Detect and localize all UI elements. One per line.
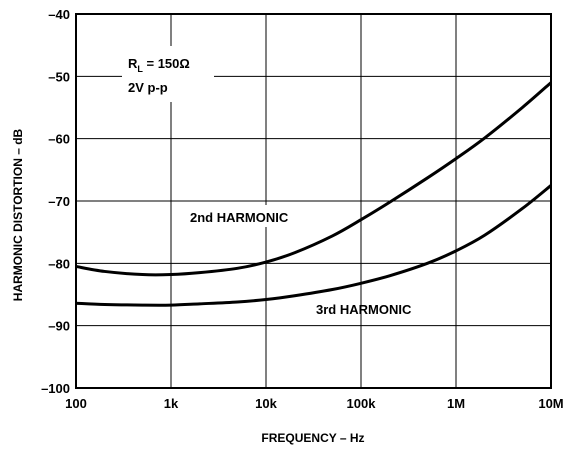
y-axis-label: HARMONIC DISTORTION – dB [11, 128, 25, 301]
x-tick-label: 1k [164, 396, 179, 411]
y-tick-label: –40 [48, 7, 70, 22]
y-tick-label: –80 [48, 256, 70, 271]
y-tick-label: –70 [48, 194, 70, 209]
series-line-2nd-harmonic [75, 81, 552, 277]
x-tick-label: 100k [347, 396, 377, 411]
x-axis-label: FREQUENCY – Hz [261, 431, 364, 445]
y-tick-label: –60 [48, 132, 70, 147]
series-line-3rd-harmonic [75, 184, 552, 307]
x-tick-label: 100 [65, 396, 87, 411]
y-tick-label: –90 [48, 319, 70, 334]
signal-level-annotation: 2V p-p [128, 80, 168, 95]
series-label-3rd-harmonic: 3rd HARMONIC [316, 302, 412, 317]
series-label-2nd-harmonic: 2nd HARMONIC [190, 210, 289, 225]
x-tick-label: 10k [255, 396, 277, 411]
x-tick-labels: 100 1k 10k 100k 1M 10M [65, 396, 564, 411]
y-tick-label: –100 [41, 381, 70, 396]
second-harmonic-label-background [183, 205, 315, 227]
y-tick-label: –50 [48, 69, 70, 84]
series-lines [75, 81, 552, 307]
x-tick-label: 10M [538, 396, 563, 411]
y-tick-labels: –40 –50 –60 –70 –80 –90 –100 [41, 7, 70, 396]
load-resistance-annotation: RL = 150Ω [128, 56, 190, 74]
plot-frame [75, 13, 552, 389]
x-tick-label: 1M [447, 396, 465, 411]
conditions-box-background [122, 46, 214, 102]
